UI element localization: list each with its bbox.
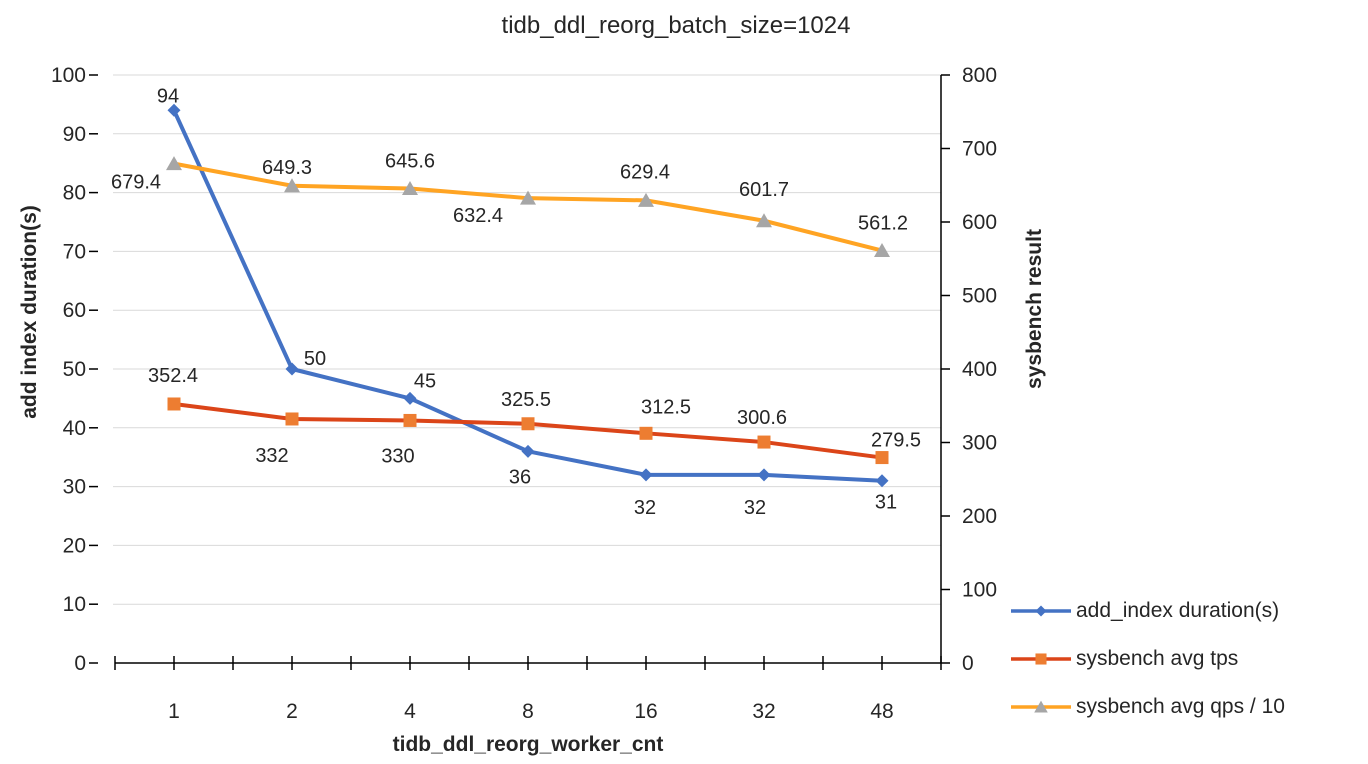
data-label: 312.5 bbox=[641, 396, 691, 418]
right-axis-title: sysbench result bbox=[1023, 229, 1046, 389]
data-label: 601.7 bbox=[739, 179, 789, 201]
x-tick-label: 16 bbox=[634, 700, 657, 723]
left-tick-label: 90 bbox=[63, 123, 86, 146]
data-point-marker bbox=[521, 417, 535, 431]
data-label: 32 bbox=[744, 497, 766, 519]
data-point-marker bbox=[875, 451, 889, 465]
data-label: 330 bbox=[381, 445, 414, 467]
x-tick-label: 4 bbox=[404, 700, 416, 723]
data-label: 629.4 bbox=[620, 161, 670, 183]
left-tick-label: 0 bbox=[74, 652, 86, 675]
data-point-marker bbox=[403, 413, 417, 427]
left-tick-label: 10 bbox=[63, 593, 86, 616]
data-point-marker bbox=[638, 192, 654, 207]
left-tick-label: 70 bbox=[63, 240, 86, 263]
data-point-marker bbox=[874, 243, 890, 258]
data-label: 561.2 bbox=[858, 213, 908, 235]
data-label: 332 bbox=[255, 445, 288, 467]
left-tick-label: 60 bbox=[63, 299, 86, 322]
legend-item-sysbench-avg-qps: sysbench avg qps / 10 bbox=[1008, 693, 1285, 721]
legend-item-add-index-duration: add_index duration(s) bbox=[1008, 597, 1285, 625]
legend-key-triangle-icon bbox=[1011, 700, 1071, 713]
right-tick-label: 800 bbox=[962, 64, 997, 87]
x-tick-label: 2 bbox=[286, 700, 298, 723]
data-point-marker bbox=[167, 397, 181, 411]
data-label: 31 bbox=[875, 492, 897, 514]
data-point-marker bbox=[757, 468, 771, 482]
data-label: 36 bbox=[509, 466, 531, 488]
data-label: 632.4 bbox=[453, 205, 503, 227]
left-tick-label: 20 bbox=[63, 534, 86, 557]
data-label: 32 bbox=[634, 497, 656, 519]
left-tick-label: 30 bbox=[63, 476, 86, 499]
data-label: 352.4 bbox=[148, 365, 198, 387]
x-tick-label: 8 bbox=[522, 700, 534, 723]
data-point-marker bbox=[1035, 605, 1047, 617]
legend-item-sysbench-avg-tps: sysbench avg tps bbox=[1008, 645, 1285, 673]
data-point-marker bbox=[284, 178, 300, 193]
chart-title: tidb_ddl_reorg_batch_size=1024 bbox=[501, 12, 851, 39]
right-tick-label: 100 bbox=[962, 579, 997, 602]
legend-label: add_index duration(s) bbox=[1076, 599, 1280, 622]
data-label: 300.6 bbox=[737, 407, 787, 429]
right-tick-label: 0 bbox=[962, 652, 974, 675]
right-tick-label: 400 bbox=[962, 358, 997, 381]
data-point-marker bbox=[639, 426, 653, 440]
data-label: 50 bbox=[304, 348, 326, 370]
legend: add_index duration(s) sysbench avg tps s… bbox=[1008, 597, 1285, 741]
data-label: 279.5 bbox=[871, 430, 921, 452]
right-tick-label: 500 bbox=[962, 285, 997, 308]
left-axis-title: add index duration(s) bbox=[18, 205, 41, 419]
data-point-marker bbox=[402, 180, 418, 195]
legend-label: sysbench avg tps bbox=[1076, 647, 1239, 670]
legend-label: sysbench avg qps / 10 bbox=[1076, 695, 1285, 718]
x-tick-label: 48 bbox=[870, 700, 893, 723]
data-point-marker bbox=[639, 468, 653, 482]
data-label: 325.5 bbox=[501, 389, 551, 411]
data-point-marker bbox=[167, 103, 181, 117]
data-point-marker bbox=[520, 190, 536, 205]
data-point-marker bbox=[757, 435, 771, 449]
data-point-marker bbox=[285, 412, 299, 426]
data-point-marker bbox=[756, 213, 772, 228]
data-point-marker bbox=[403, 391, 417, 405]
x-tick-label: 1 bbox=[168, 700, 180, 723]
legend-key-square-icon bbox=[1011, 653, 1071, 665]
data-label: 645.6 bbox=[385, 150, 435, 172]
data-point-marker bbox=[875, 474, 889, 488]
data-point-marker bbox=[1035, 653, 1047, 665]
right-tick-label: 700 bbox=[962, 138, 997, 161]
data-label: 679.4 bbox=[111, 172, 161, 194]
x-tick-label: 32 bbox=[752, 700, 775, 723]
legend-key-diamond-icon bbox=[1011, 605, 1071, 617]
left-tick-label: 50 bbox=[63, 358, 86, 381]
data-label: 45 bbox=[414, 370, 436, 392]
data-point-marker bbox=[521, 444, 535, 458]
right-tick-label: 200 bbox=[962, 505, 997, 528]
data-point-marker bbox=[285, 362, 299, 376]
x-axis-title: tidb_ddl_reorg_worker_cnt bbox=[392, 733, 664, 756]
right-tick-label: 600 bbox=[962, 211, 997, 234]
data-point-marker bbox=[1034, 700, 1048, 713]
left-tick-label: 100 bbox=[51, 64, 86, 87]
data-label: 649.3 bbox=[262, 157, 312, 179]
data-point-marker bbox=[166, 156, 182, 171]
right-tick-label: 300 bbox=[962, 432, 997, 455]
left-tick-label: 40 bbox=[63, 417, 86, 440]
left-tick-label: 80 bbox=[63, 182, 86, 205]
data-label: 94 bbox=[157, 85, 179, 107]
